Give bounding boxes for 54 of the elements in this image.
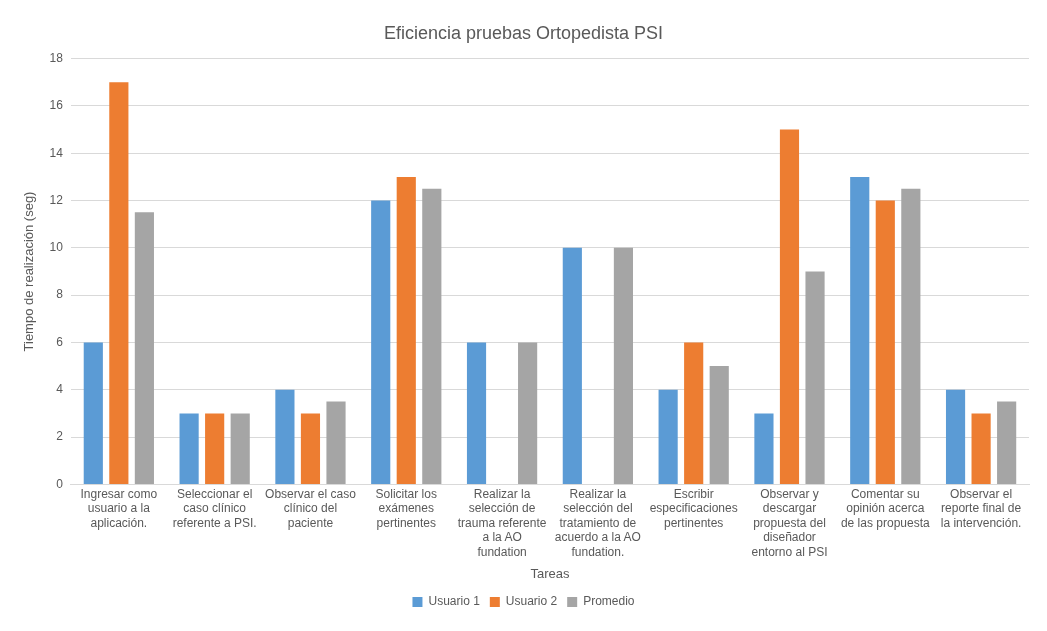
- bar: [562, 247, 582, 484]
- y-tick-label: 2: [56, 429, 64, 444]
- bar: [275, 389, 295, 484]
- x-tick-label: Escribir especificaciones pertinentes: [649, 486, 738, 530]
- bar: [901, 188, 921, 484]
- y-tick-label: 16: [49, 98, 64, 113]
- y-tick-label: 0: [56, 476, 64, 491]
- y-tick-label: 4: [56, 382, 64, 397]
- x-tick-label: Observar el reporte final de la intervención.: [940, 486, 1022, 530]
- bar: [754, 413, 774, 484]
- bar: [779, 129, 800, 484]
- y-tick-label: 12: [49, 192, 64, 207]
- bar: [371, 200, 391, 484]
- bar: [83, 342, 103, 484]
- y-axis-title: Tiempo de realización (seg): [21, 191, 37, 352]
- bar: [709, 366, 729, 484]
- x-tick-label: Observar y descargar propuesta del diseñador entorno al PSI: [751, 486, 828, 559]
- bar: [230, 413, 250, 484]
- x-tick-label: Realizar la selección de trauma referente a la AO fundation: [457, 486, 547, 559]
- y-tick-label: 10: [49, 240, 64, 255]
- bar: [613, 247, 634, 484]
- x-tick-label: Comentar su opinión acerca de las propuesta: [840, 486, 930, 530]
- x-tick-label: Observar el caso clínico del paciente: [265, 486, 357, 530]
- bar: [971, 413, 991, 484]
- bar: [658, 389, 678, 484]
- legend-label: Promedio: [583, 594, 635, 609]
- legend-label: Usuario 2: [505, 594, 558, 609]
- bar: [466, 342, 487, 484]
- bar: [422, 188, 442, 484]
- bar: [179, 413, 199, 484]
- bar: [875, 200, 895, 484]
- y-tick-label: 18: [49, 50, 64, 65]
- x-tick-label: Solicitar los exámenes pertinentes: [375, 486, 437, 530]
- bar: [997, 401, 1017, 484]
- x-axis-title: Tareas: [530, 565, 570, 581]
- x-tick-label: Ingresar como usuario a la aplicación.: [80, 486, 158, 530]
- x-tick-label: Seleccionar el caso clínico referente a PSI.: [172, 486, 257, 530]
- bar: [300, 413, 321, 484]
- bar: [326, 401, 346, 484]
- bar: [109, 82, 129, 484]
- y-tick-label: 14: [49, 145, 64, 160]
- legend-label: Usuario 1: [428, 594, 481, 609]
- bar: [396, 176, 416, 484]
- x-tick-label: Realizar la selección del tratamiento de acuerdo a la AO fundation.: [554, 486, 641, 559]
- bar: [850, 176, 870, 484]
- bar: [134, 212, 154, 484]
- chart-title: Eficiencia pruebas Ortopedista PSI: [383, 22, 664, 43]
- bar: [945, 389, 966, 484]
- bar: [518, 342, 538, 484]
- bar: [205, 413, 225, 484]
- y-tick-label: 8: [56, 287, 64, 302]
- bar: [684, 342, 704, 484]
- bar: [805, 271, 825, 484]
- y-tick-label: 6: [56, 334, 64, 349]
